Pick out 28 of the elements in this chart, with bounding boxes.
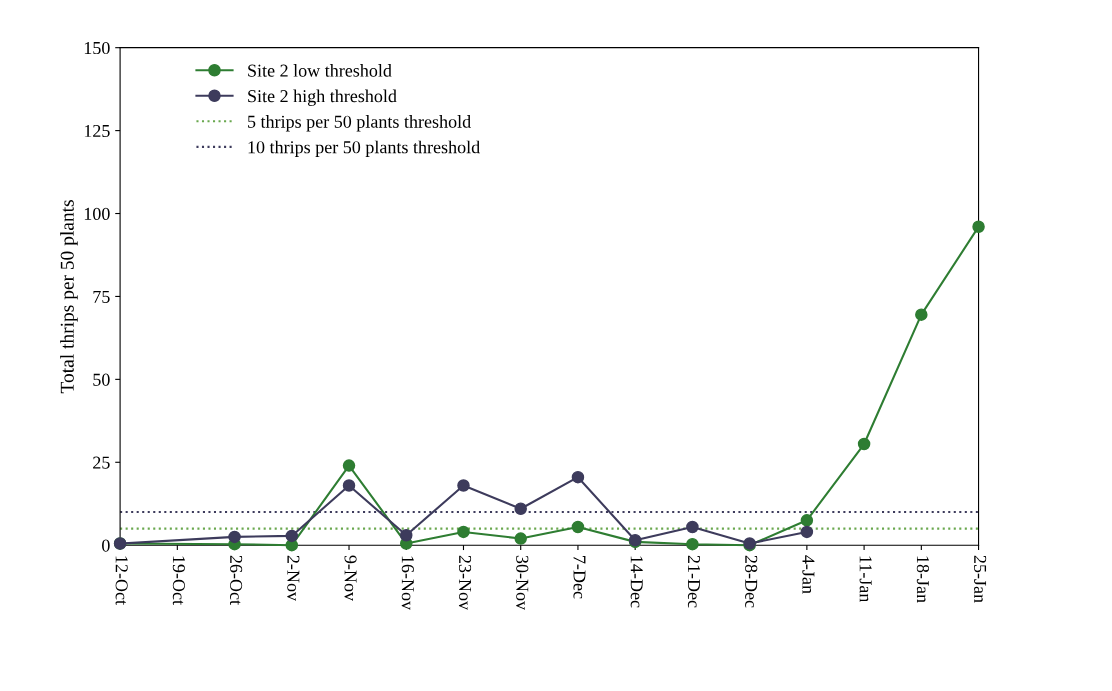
y-tick-label: 100 <box>84 207 110 220</box>
legend-label: Site 2 high threshold <box>248 89 397 106</box>
y-tick-label: 125 <box>84 124 110 138</box>
x-tick-label: 30-Nov <box>516 555 529 611</box>
y-tick-label: 25 <box>93 456 110 469</box>
x-tick-label: 26-Oct <box>230 555 243 605</box>
y-tick-label: 75 <box>93 290 110 303</box>
y-tick-label: 50 <box>93 373 110 386</box>
x-tick-label: 16-Nov <box>401 556 414 611</box>
y-tick-label: 150 <box>84 41 110 55</box>
x-tick-label: 23-Nov <box>458 555 472 611</box>
x-tick-label: 4-Jan <box>802 555 815 594</box>
x-tick-label: 2-Nov <box>287 555 300 602</box>
y-tick-label: 0 <box>102 539 110 552</box>
x-tick-label: 19-Oct <box>172 556 185 605</box>
x-tick-label: 9-Nov <box>344 555 357 602</box>
x-tick-label: 28-Dec <box>745 555 758 608</box>
legend-label: 5 thrips per 50 plants threshold <box>248 115 471 132</box>
x-tick-label: 21-Dec <box>687 555 701 608</box>
x-tick-label: 25-Jan <box>974 555 987 603</box>
x-tick-label: 18-Jan <box>916 556 929 603</box>
x-tick-label: 11-Jan <box>859 556 872 603</box>
x-tick-label: 7-Dec <box>573 556 586 599</box>
x-tick-label: 12-Oct <box>115 556 128 605</box>
x-tick-label: 14-Dec <box>630 556 643 608</box>
legend-label: 10 thrips per 50 plants threshold <box>248 140 480 157</box>
y-axis-title: Total thrips per 50 plants <box>60 200 78 394</box>
legend-label: Site 2 low threshold <box>248 64 392 77</box>
